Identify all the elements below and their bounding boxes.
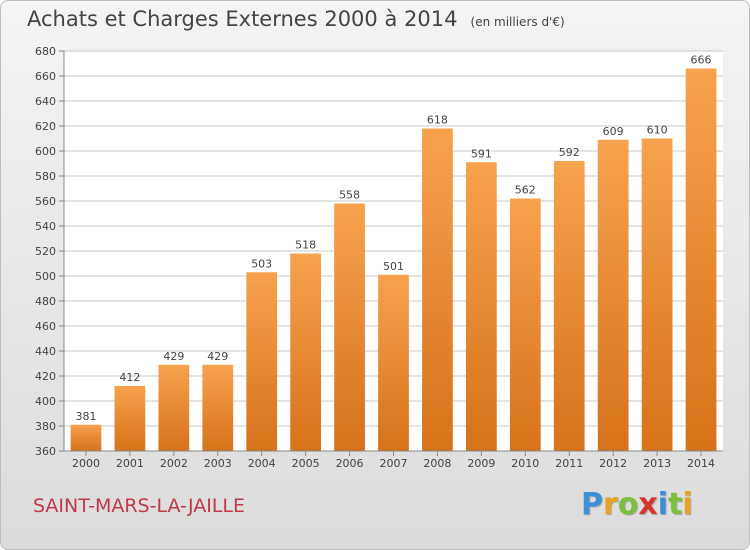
y-tick-label: 600 bbox=[35, 145, 56, 158]
x-tick-label: 2000 bbox=[72, 457, 100, 470]
y-tick-label: 480 bbox=[35, 295, 56, 308]
bar-2001[interactable] bbox=[114, 386, 146, 451]
bar-2012[interactable] bbox=[597, 139, 629, 451]
proxiti-logo[interactable]: Proxiti bbox=[581, 487, 693, 522]
y-tick-label: 580 bbox=[35, 170, 56, 183]
data-label: 503 bbox=[251, 257, 272, 270]
bar-2007[interactable] bbox=[378, 274, 409, 451]
x-tick-label: 2005 bbox=[292, 457, 320, 470]
bar-2014[interactable] bbox=[685, 68, 717, 452]
title-row: Achats et Charges Externes 2000 à 2014 (… bbox=[27, 7, 565, 31]
bar-2002[interactable] bbox=[158, 364, 190, 451]
y-tick-label: 380 bbox=[35, 420, 56, 433]
x-tick-label: 2009 bbox=[467, 457, 495, 470]
x-tick-label: 2010 bbox=[511, 457, 539, 470]
x-tick-label: 2011 bbox=[555, 457, 583, 470]
logo-letter: i bbox=[657, 487, 669, 522]
x-tick-label: 2007 bbox=[380, 457, 408, 470]
y-tick-label: 460 bbox=[35, 320, 56, 333]
y-tick-label: 680 bbox=[35, 45, 56, 58]
logo-letter: o bbox=[617, 487, 639, 522]
data-label: 412 bbox=[119, 371, 140, 384]
bar-2011[interactable] bbox=[553, 161, 585, 451]
x-tick-label: 2008 bbox=[423, 457, 451, 470]
bar-2003[interactable] bbox=[202, 364, 234, 451]
bar-2013[interactable] bbox=[641, 138, 673, 452]
y-tick-label: 620 bbox=[35, 120, 56, 133]
logo-letter: r bbox=[603, 487, 618, 522]
y-tick-label: 640 bbox=[35, 95, 56, 108]
y-tick-label: 660 bbox=[35, 70, 56, 83]
data-label: 592 bbox=[559, 146, 580, 159]
bar-2000[interactable] bbox=[70, 424, 102, 451]
data-label: 666 bbox=[691, 54, 712, 67]
bar-2004[interactable] bbox=[246, 272, 278, 451]
data-label: 429 bbox=[207, 350, 228, 363]
x-tick-label: 2003 bbox=[204, 457, 232, 470]
y-tick-label: 540 bbox=[35, 220, 56, 233]
y-tick-label: 420 bbox=[35, 370, 56, 383]
y-tick-label: 560 bbox=[35, 195, 56, 208]
x-tick-label: 2012 bbox=[599, 457, 627, 470]
bar-2005[interactable] bbox=[290, 253, 322, 452]
logo-letter: i bbox=[682, 487, 693, 522]
data-label: 610 bbox=[647, 124, 668, 137]
x-tick-label: 2002 bbox=[160, 457, 188, 470]
bar-2010[interactable] bbox=[509, 198, 541, 452]
data-label: 591 bbox=[471, 147, 492, 160]
bar-2009[interactable] bbox=[465, 162, 497, 451]
bar-2008[interactable] bbox=[422, 128, 453, 452]
y-tick-label: 520 bbox=[35, 245, 56, 258]
x-tick-label: 2004 bbox=[248, 457, 276, 470]
bar-layer: 381 412 429 429 503 518 558 501 618 591 562 592 609 6… bbox=[70, 54, 717, 452]
x-tick-label: 2001 bbox=[116, 457, 144, 470]
data-label: 562 bbox=[515, 184, 536, 197]
axis-layer: 360 380 400 420 440 460 480 500 520 540 560 580 600 6… bbox=[35, 45, 723, 470]
chart-title: Achats et Charges Externes 2000 à 2014 bbox=[27, 7, 458, 31]
data-label: 558 bbox=[339, 189, 360, 202]
data-label: 429 bbox=[163, 350, 184, 363]
x-tick-label: 2013 bbox=[643, 457, 671, 470]
data-label: 618 bbox=[427, 114, 448, 127]
logo-letter: x bbox=[638, 487, 658, 522]
chart-subtitle: (en milliers d'€) bbox=[470, 15, 565, 29]
y-tick-label: 360 bbox=[35, 445, 56, 458]
x-tick-label: 2006 bbox=[336, 457, 364, 470]
bar-2006[interactable] bbox=[334, 203, 365, 452]
y-tick-label: 440 bbox=[35, 345, 56, 358]
logo-letter: t bbox=[668, 487, 683, 522]
y-tick-label: 500 bbox=[35, 270, 56, 283]
logo-letter: P bbox=[581, 487, 603, 522]
y-tick-label: 400 bbox=[35, 395, 56, 408]
x-tick-label: 2014 bbox=[687, 457, 715, 470]
place-name: SAINT-MARS-LA-JAILLE bbox=[33, 495, 246, 517]
data-label: 381 bbox=[75, 410, 96, 423]
data-label: 609 bbox=[603, 125, 624, 138]
data-label: 501 bbox=[383, 260, 404, 273]
data-label: 518 bbox=[295, 239, 316, 252]
